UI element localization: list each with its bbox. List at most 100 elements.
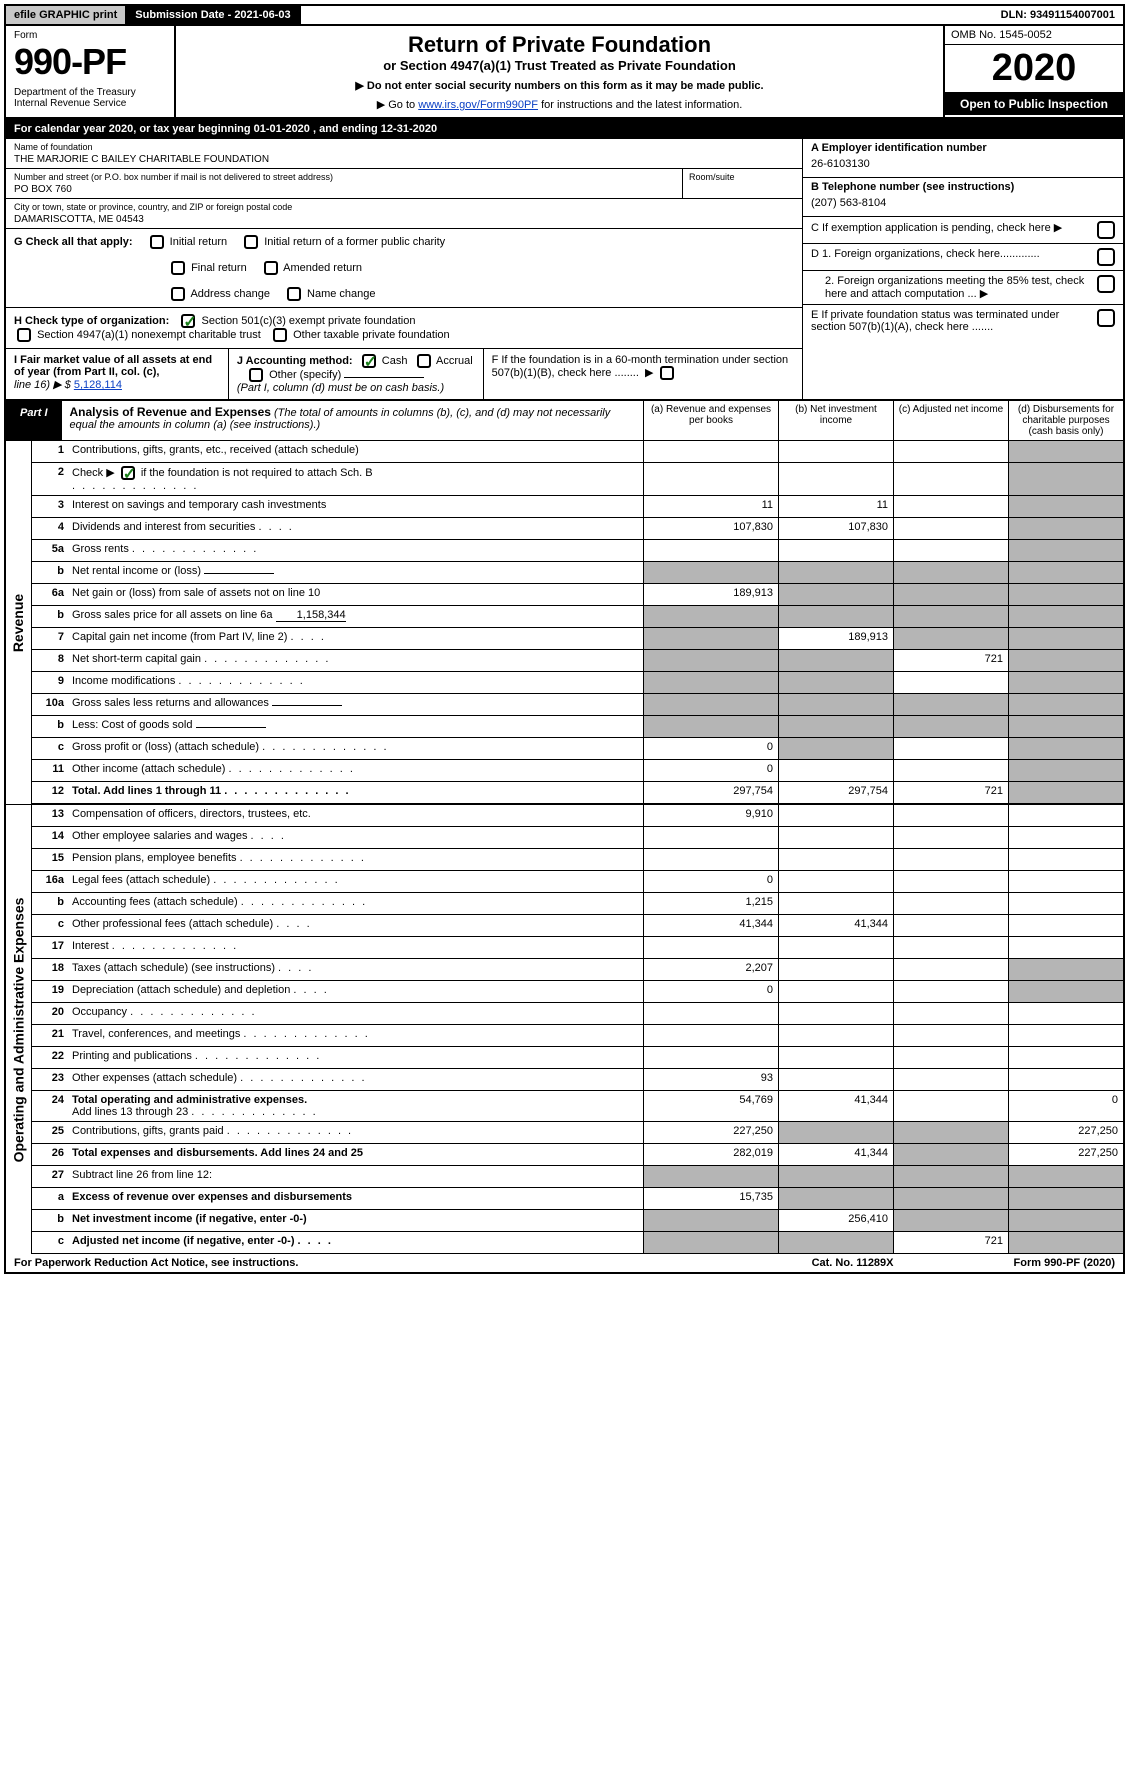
cell-a: 0: [643, 871, 778, 892]
cell-c: [893, 1166, 1008, 1187]
table-row: bAccounting fees (attach schedule) 1,215: [32, 893, 1123, 915]
cell-c: [893, 463, 1008, 495]
checkbox-icon[interactable]: [121, 466, 135, 480]
tax-year: 2020: [945, 45, 1123, 93]
checkbox-icon[interactable]: [1097, 248, 1115, 266]
table-row: 4Dividends and interest from securities …: [32, 518, 1123, 540]
checkbox-icon[interactable]: [1097, 221, 1115, 239]
checkbox-icon[interactable]: [244, 235, 258, 249]
cell-a: [643, 562, 778, 583]
cell-d: [1008, 650, 1123, 671]
checkbox-icon[interactable]: [660, 366, 674, 380]
line-num: 1: [32, 441, 68, 462]
cell-a: [643, 1166, 778, 1187]
checkbox-icon[interactable]: [171, 261, 185, 275]
col-d-head: (d) Disbursements for charitable purpose…: [1008, 401, 1123, 440]
cell-c: [893, 871, 1008, 892]
line-desc: Total operating and administrative expen…: [68, 1091, 643, 1121]
line-num: 7: [32, 628, 68, 649]
j-block: J Accounting method: Cash Accrual Other …: [229, 349, 484, 399]
checkbox-icon[interactable]: [362, 354, 376, 368]
cell-c: [893, 441, 1008, 462]
cell-d: [1008, 981, 1123, 1002]
cell-c: [893, 760, 1008, 781]
cell-d: [1008, 672, 1123, 693]
cell-a: [643, 1025, 778, 1046]
cell-c: [893, 805, 1008, 826]
checkbox-icon[interactable]: [417, 354, 431, 368]
line-desc: Accounting fees (attach schedule): [68, 893, 643, 914]
cell-b: [778, 694, 893, 715]
cell-d: [1008, 1210, 1123, 1231]
col-b-head: (b) Net investment income: [778, 401, 893, 440]
h-row: H Check type of organization: Section 50…: [6, 308, 802, 349]
table-row: 5aGross rents: [32, 540, 1123, 562]
cell-d: 0: [1008, 1091, 1123, 1121]
form-word: Form: [14, 30, 166, 41]
line-desc: Net short-term capital gain: [68, 650, 643, 671]
instr-link[interactable]: www.irs.gov/Form990PF: [418, 99, 538, 111]
cell-b: [778, 849, 893, 870]
cell-a: [643, 827, 778, 848]
header-right: OMB No. 1545-0052 2020 Open to Public In…: [943, 26, 1123, 117]
checkbox-icon[interactable]: [287, 287, 301, 301]
cell-b: [778, 1166, 893, 1187]
cell-c: [893, 584, 1008, 605]
h-o3: Other taxable private foundation: [293, 329, 450, 341]
cell-c: 721: [893, 650, 1008, 671]
cell-b: [778, 760, 893, 781]
cell-a: 0: [643, 738, 778, 759]
table-row: 19Depreciation (attach schedule) and dep…: [32, 981, 1123, 1003]
cell-b: [778, 1232, 893, 1253]
table-row: bLess: Cost of goods sold: [32, 716, 1123, 738]
line-num: 23: [32, 1069, 68, 1090]
line-desc: Interest: [68, 937, 643, 958]
g-label: G Check all that apply:: [14, 236, 133, 248]
table-row: 18Taxes (attach schedule) (see instructi…: [32, 959, 1123, 981]
checkbox-icon[interactable]: [273, 328, 287, 342]
line-desc: Pension plans, employee benefits: [68, 849, 643, 870]
efile-label: efile GRAPHIC print: [6, 6, 127, 24]
checkbox-icon[interactable]: [181, 314, 195, 328]
table-row: 6aNet gain or (loss) from sale of assets…: [32, 584, 1123, 606]
line-num: 24: [32, 1091, 68, 1121]
form-title: Return of Private Foundation: [186, 32, 933, 58]
cell-a: 9,910: [643, 805, 778, 826]
cell-c: [893, 981, 1008, 1002]
cell-c: [893, 496, 1008, 517]
g-o4: Amended return: [261, 261, 362, 275]
cell-c: [893, 628, 1008, 649]
cell-b: [778, 805, 893, 826]
checkbox-icon[interactable]: [171, 287, 185, 301]
cell-a: 1,215: [643, 893, 778, 914]
line-desc: Other expenses (attach schedule): [68, 1069, 643, 1090]
checkbox-icon[interactable]: [150, 235, 164, 249]
table-row: bNet investment income (if negative, ent…: [32, 1210, 1123, 1232]
cell-d: [1008, 849, 1123, 870]
ein-value: 26-6103130: [811, 154, 1115, 174]
table-row: 23Other expenses (attach schedule) 93: [32, 1069, 1123, 1091]
cell-c: [893, 915, 1008, 936]
checkbox-icon[interactable]: [17, 328, 31, 342]
checkbox-icon[interactable]: [264, 261, 278, 275]
other-input[interactable]: [344, 377, 424, 378]
checkbox-icon[interactable]: [249, 368, 263, 382]
cell-b: [778, 981, 893, 1002]
g-o3-t: Final return: [191, 262, 247, 274]
cell-a: [643, 1232, 778, 1253]
cell-b: [778, 716, 893, 737]
line-desc: Contributions, gifts, grants, etc., rece…: [68, 441, 643, 462]
checkbox-icon[interactable]: [1097, 275, 1115, 293]
table-row: aExcess of revenue over expenses and dis…: [32, 1188, 1123, 1210]
cell-a: [643, 694, 778, 715]
g-o2: Initial return of a former public charit…: [241, 235, 445, 249]
checkbox-icon[interactable]: [1097, 309, 1115, 327]
cell-c: [893, 672, 1008, 693]
cell-d: [1008, 805, 1123, 826]
i-value[interactable]: 5,128,114: [74, 379, 122, 391]
cell-d: [1008, 562, 1123, 583]
cell-c: 721: [893, 782, 1008, 803]
cell-b: [778, 827, 893, 848]
dln-label: DLN: 93491154007001: [993, 6, 1123, 24]
table-row: 13Compensation of officers, directors, t…: [32, 805, 1123, 827]
